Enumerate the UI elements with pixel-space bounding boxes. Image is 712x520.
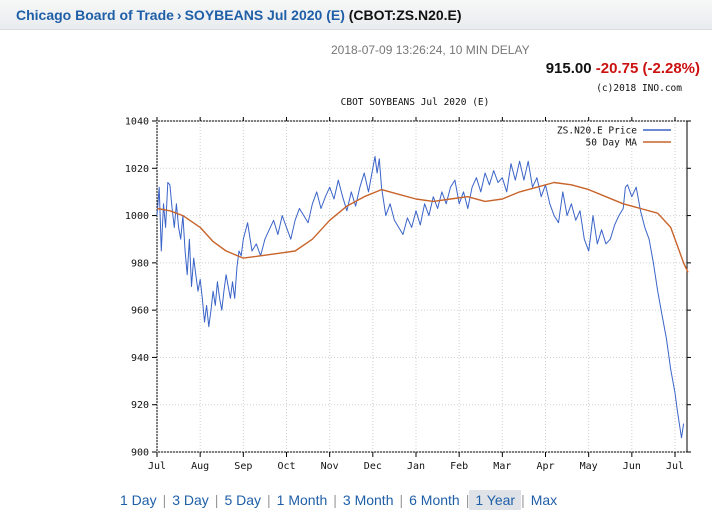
last-price: 915.00 <box>545 60 592 77</box>
y-tick-label-1000: 1000 <box>125 211 149 222</box>
range-separator: | <box>399 492 404 508</box>
y-tick-label-940: 940 <box>131 353 149 364</box>
range-1-year-button[interactable]: 1 Year <box>469 490 522 510</box>
range-1-day-button[interactable]: 1 Day <box>120 492 157 508</box>
range-separator: | <box>465 492 470 508</box>
quote-summary: 915.00 -20.75 (-2.28%) <box>546 60 700 77</box>
y-tick-label-960: 960 <box>131 306 149 317</box>
range-separator: | <box>267 492 271 508</box>
range-separator: | <box>162 492 167 508</box>
breadcrumb-bar: Chicago Board of Trade › SOYBEANS Jul 2020… <box>0 0 712 30</box>
legend-label-price: ZS.N20.E Price <box>557 126 637 137</box>
range-5-day-button[interactable]: 5 Day <box>224 492 262 508</box>
quote-timestamp: 2018-07-09 13:26:24, 10 MIN DELAY <box>331 43 530 57</box>
y-tick-label-980: 980 <box>131 258 149 269</box>
range-separator: | <box>333 492 337 508</box>
price-change: -20.75 (-2.28%) <box>595 60 700 77</box>
symbol-code: (CBOT:ZS.N20.E) <box>348 7 462 23</box>
price-series-line <box>156 156 685 439</box>
range-separator: | <box>214 492 219 508</box>
x-tick-label-apr: Apr <box>536 461 554 472</box>
range-6-month-button[interactable]: 6 Month <box>409 492 460 508</box>
copyright-text: (c)2018 INO.com <box>596 83 682 94</box>
breadcrumb-contract-link[interactable]: SOYBEANS Jul 2020 (E) <box>184 7 345 23</box>
x-tick-label-jan: Jan <box>407 461 425 472</box>
x-tick-label-oct: Oct <box>277 461 295 472</box>
x-tick-label-feb: Feb <box>450 461 468 472</box>
x-tick-label-jul: Jul <box>148 461 166 472</box>
y-tick-label-900: 900 <box>131 448 149 459</box>
chart-title: CBOT SOYBEANS Jul 2020 (E) <box>340 97 490 108</box>
range-max-button[interactable]: Max <box>530 492 558 508</box>
x-tick-label-sep: Sep <box>234 461 252 472</box>
y-tick-label-920: 920 <box>131 400 149 411</box>
price-chart: 900 920 940 960 980 1000 1020 1040 Jul Aug Sep Oct N… <box>125 117 691 472</box>
plot-area <box>156 120 688 453</box>
legend-label-ma: 50 Day MA <box>586 138 638 149</box>
range-separator: | <box>521 492 525 508</box>
x-tick-label-dec: Dec <box>364 461 382 472</box>
range-selector: 1 Day | 3 Day | 5 Day | 1 Month | 3 Month | 6 Mont… <box>114 489 563 511</box>
breadcrumb-exchange-link[interactable]: Chicago Board of Trade <box>16 7 174 23</box>
x-tick-label-aug: Aug <box>191 461 209 472</box>
x-tick-label-mar: Mar <box>493 461 511 472</box>
x-tick-label-nov: Nov <box>321 461 339 472</box>
moving-average-line <box>156 181 689 273</box>
x-tick-label-jul: Jul <box>666 461 684 472</box>
y-tick-label-1020: 1020 <box>125 164 149 175</box>
breadcrumb: Chicago Board of Trade › SOYBEANS Jul 2020… <box>16 7 462 23</box>
x-tick-label-jun: Jun <box>623 461 641 472</box>
range-3-month-button[interactable]: 3 Month <box>342 492 394 508</box>
y-tick-label-1040: 1040 <box>125 117 149 128</box>
breadcrumb-separator: › <box>176 7 182 23</box>
range-3-day-button[interactable]: 3 Day <box>172 492 209 508</box>
x-tick-label-may: May <box>580 461 598 472</box>
range-1-month-button[interactable]: 1 Month <box>276 492 328 508</box>
